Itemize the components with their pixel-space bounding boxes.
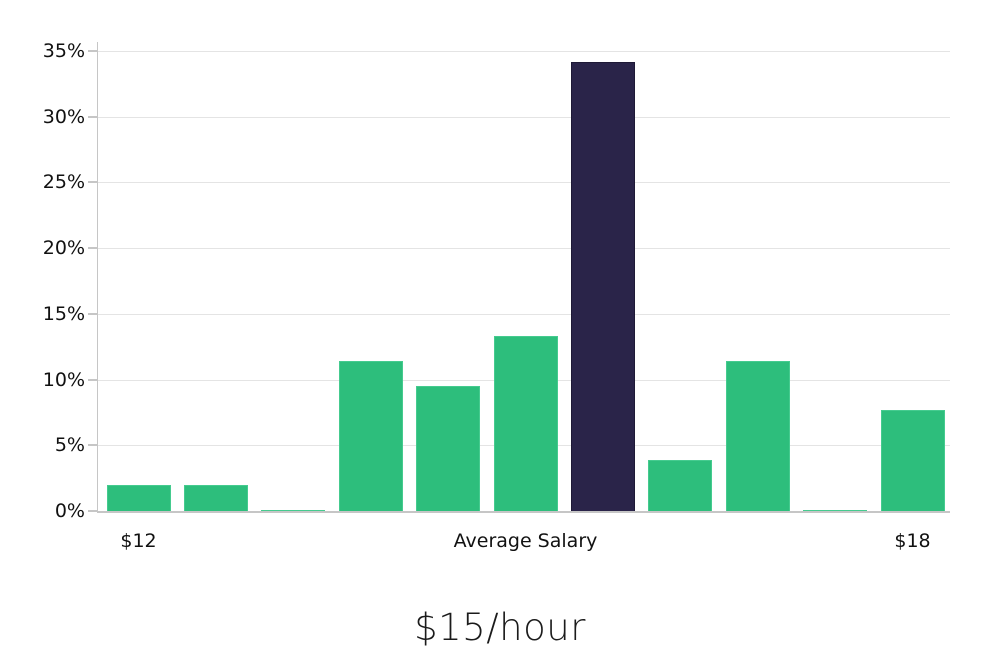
y-tick-mark	[88, 510, 98, 512]
y-tick-mark	[88, 181, 98, 184]
bar	[416, 386, 481, 511]
y-tick-mark	[88, 115, 98, 118]
bar	[261, 509, 326, 511]
y-tick-mark	[88, 444, 98, 447]
bar	[338, 361, 403, 511]
bar	[880, 409, 945, 511]
gridline	[98, 313, 950, 315]
x-tick-label: Average Salary	[453, 530, 598, 552]
y-tick-mark	[88, 49, 98, 52]
y-tick-mark	[88, 312, 98, 315]
bar-highlighted	[570, 61, 635, 511]
y-tick-label: 0%	[54, 500, 85, 522]
y-axis-line	[97, 42, 98, 513]
bar	[725, 361, 790, 511]
bar	[648, 459, 713, 511]
x-tick-label: $18	[894, 530, 931, 552]
y-tick-label: 35%	[42, 39, 85, 62]
y-tick-label: 5%	[54, 434, 85, 457]
y-tick-label: 20%	[42, 237, 85, 260]
gridline	[98, 50, 950, 52]
bar	[106, 484, 171, 511]
y-tick-label: 25%	[42, 171, 85, 194]
bar	[183, 484, 248, 511]
plot-area	[98, 40, 950, 513]
y-tick-label: 10%	[42, 368, 85, 391]
y-tick-mark	[88, 378, 98, 381]
chart-title: $15/hour	[414, 606, 586, 649]
bar	[803, 509, 868, 511]
gridline	[98, 248, 950, 250]
gridline	[98, 182, 950, 184]
x-tick-label: $12	[120, 530, 157, 552]
y-tick-mark	[88, 247, 98, 250]
y-tick-label: 30%	[42, 105, 85, 128]
y-tick-label: 15%	[42, 302, 85, 325]
bar	[493, 336, 558, 511]
gridline	[98, 116, 950, 118]
